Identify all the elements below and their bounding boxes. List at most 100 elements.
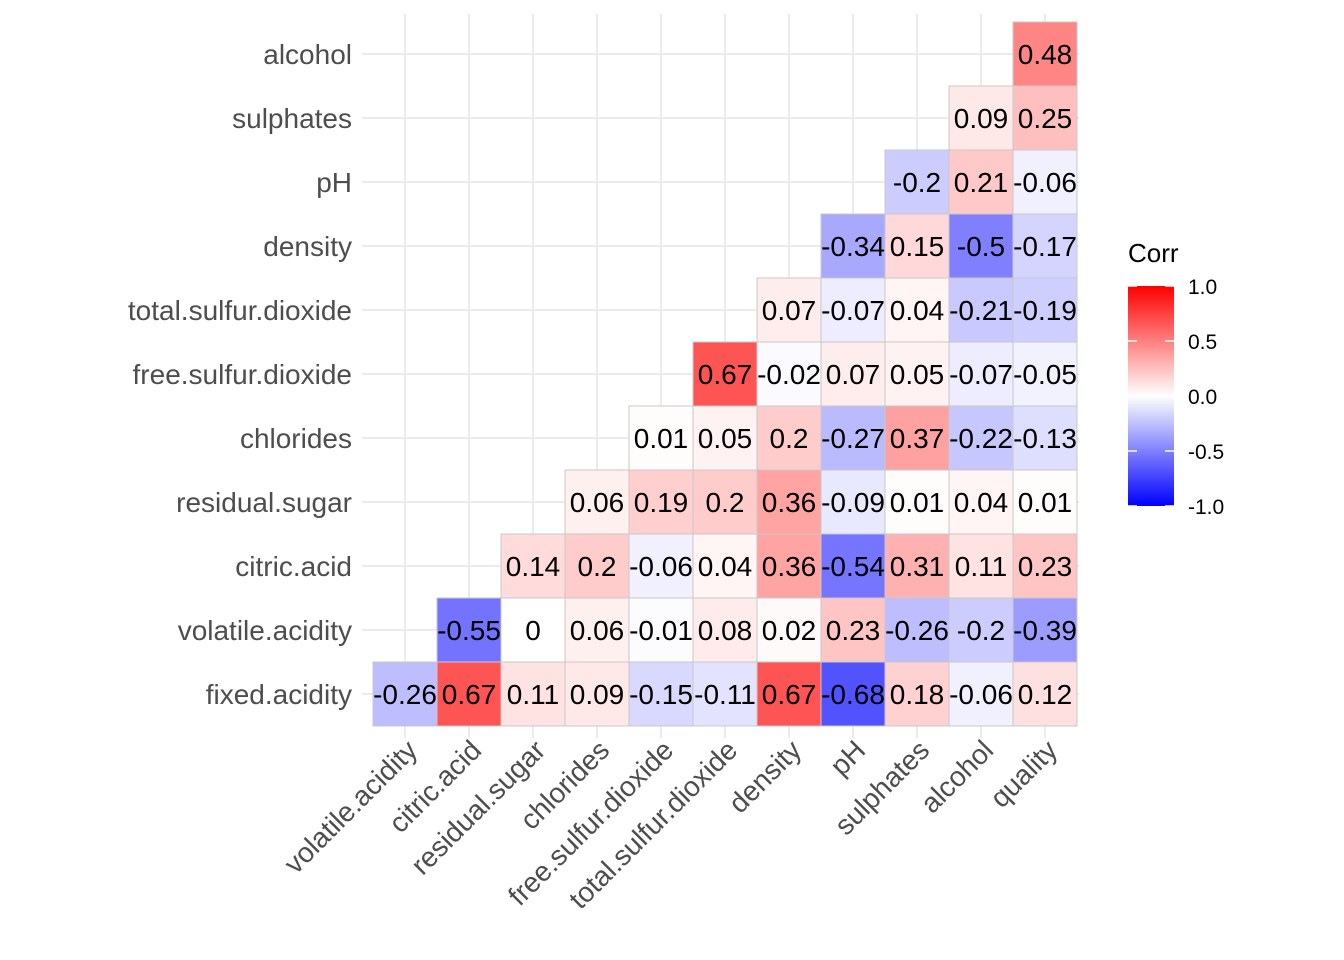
cell-residual.sugar-free.sulfur.dioxide bbox=[628, 469, 694, 535]
y-tick-label-chlorides: chlorides bbox=[240, 423, 352, 454]
cell-label-free.sulfur.dioxide-sulphates: 0.05 bbox=[890, 359, 945, 390]
cell-free.sulfur.dioxide-alcohol bbox=[948, 341, 1014, 407]
cell-volatile.acidity-pH bbox=[820, 597, 886, 663]
y-tick-label-density: density bbox=[263, 231, 352, 262]
cell-label-volatile.acidity-alcohol: -0.2 bbox=[957, 615, 1005, 646]
y-tick-label-total.sulfur.dioxide: total.sulfur.dioxide bbox=[128, 295, 352, 326]
cell-free.sulfur.dioxide-density bbox=[756, 341, 822, 407]
legend-tick-label: 0.0 bbox=[1188, 386, 1217, 409]
cell-label-fixed.acidity-total.sulfur.dioxide: -0.11 bbox=[694, 679, 756, 710]
cell-chlorides-sulphates bbox=[884, 405, 950, 471]
cell-volatile.acidity-total.sulfur.dioxide bbox=[692, 597, 758, 663]
cell-citric.acid-total.sulfur.dioxide bbox=[692, 533, 758, 599]
cell-residual.sugar-density bbox=[756, 469, 822, 535]
cell-label-density-quality: -0.17 bbox=[1013, 231, 1077, 262]
legend-tick-label: 1.0 bbox=[1188, 276, 1217, 299]
cell-fixed.acidity-density bbox=[756, 661, 822, 727]
y-tick-label-sulphates: sulphates bbox=[232, 103, 352, 134]
cell-label-citric.acid-pH: -0.54 bbox=[821, 551, 885, 582]
cell-chlorides-total.sulfur.dioxide bbox=[692, 405, 758, 471]
cell-label-fixed.acidity-density: 0.67 bbox=[762, 679, 817, 710]
cell-pH-quality bbox=[1012, 149, 1078, 215]
cell-label-fixed.acidity-pH: -0.68 bbox=[821, 679, 885, 710]
legend-tick-label: 0.5 bbox=[1188, 331, 1217, 354]
cell-fixed.acidity-total.sulfur.dioxide bbox=[692, 661, 758, 727]
cell-label-fixed.acidity-citric.acid: 0.67 bbox=[442, 679, 497, 710]
cell-volatile.acidity-sulphates bbox=[884, 597, 950, 663]
cell-label-volatile.acidity-density: 0.02 bbox=[762, 615, 817, 646]
cell-label-residual.sugar-chlorides: 0.06 bbox=[570, 487, 625, 518]
cell-free.sulfur.dioxide-quality bbox=[1012, 341, 1078, 407]
x-tick-label-density: density bbox=[723, 734, 808, 819]
cell-label-volatile.acidity-sulphates: -0.26 bbox=[885, 615, 949, 646]
cell-total.sulfur.dioxide-quality bbox=[1012, 277, 1078, 343]
cell-pH-sulphates bbox=[884, 149, 950, 215]
cell-citric.acid-chlorides bbox=[564, 533, 630, 599]
cell-label-volatile.acidity-chlorides: 0.06 bbox=[570, 615, 625, 646]
cell-free.sulfur.dioxide-sulphates bbox=[884, 341, 950, 407]
cell-volatile.acidity-residual.sugar bbox=[500, 597, 566, 663]
cell-volatile.acidity-chlorides bbox=[564, 597, 630, 663]
heatmap-cells bbox=[372, 21, 1078, 727]
cell-label-sulphates-alcohol: 0.09 bbox=[954, 103, 1009, 134]
cell-label-volatile.acidity-citric.acid: -0.55 bbox=[437, 615, 501, 646]
cell-residual.sugar-pH bbox=[820, 469, 886, 535]
cell-volatile.acidity-alcohol bbox=[948, 597, 1014, 663]
y-axis-tick-labels: fixed.acidity volatile.acidity citric.acid… bbox=[128, 39, 352, 710]
cell-residual.sugar-chlorides bbox=[564, 469, 630, 535]
cell-label-citric.acid-chlorides: 0.2 bbox=[578, 551, 617, 582]
cell-citric.acid-sulphates bbox=[884, 533, 950, 599]
legend-ticks: 1.0 0.5 0.0 -0.5 -1.0 bbox=[1128, 276, 1224, 519]
y-tick-label-pH: pH bbox=[316, 167, 352, 198]
cell-label-alcohol-quality: 0.48 bbox=[1018, 39, 1073, 70]
cell-sulphates-quality bbox=[1012, 85, 1078, 151]
cell-label-density-sulphates: 0.15 bbox=[890, 231, 945, 262]
cell-chlorides-quality bbox=[1012, 405, 1078, 471]
cell-label-residual.sugar-quality: 0.01 bbox=[1018, 487, 1073, 518]
cell-density-alcohol bbox=[948, 213, 1014, 279]
cell-label-fixed.acidity-chlorides: 0.09 bbox=[570, 679, 625, 710]
y-tick-label-volatile.acidity: volatile.acidity bbox=[178, 615, 352, 646]
cell-label-chlorides-quality: -0.13 bbox=[1013, 423, 1077, 454]
cell-label-citric.acid-free.sulfur.dioxide: -0.06 bbox=[629, 551, 693, 582]
cell-label-total.sulfur.dioxide-density: 0.07 bbox=[762, 295, 817, 326]
y-tick-label-fixed.acidity: fixed.acidity bbox=[206, 679, 352, 710]
cell-label-total.sulfur.dioxide-alcohol: -0.21 bbox=[949, 295, 1013, 326]
cell-label-residual.sugar-alcohol: 0.04 bbox=[954, 487, 1009, 518]
cell-label-chlorides-density: 0.2 bbox=[770, 423, 809, 454]
y-tick-label-residual.sugar: residual.sugar bbox=[176, 487, 352, 518]
cell-label-free.sulfur.dioxide-pH: 0.07 bbox=[826, 359, 881, 390]
cell-label-free.sulfur.dioxide-total.sulfur.dioxide: 0.67 bbox=[698, 359, 753, 390]
cell-value-labels: -0.26 0.67 0.11 0.09 -0.15 -0.11 0.67 -0.68 0.18… bbox=[373, 39, 1077, 710]
cell-label-chlorides-sulphates: 0.37 bbox=[890, 423, 945, 454]
cell-label-volatile.acidity-residual.sugar: 0 bbox=[525, 615, 541, 646]
cell-residual.sugar-alcohol bbox=[948, 469, 1014, 535]
cell-label-volatile.acidity-pH: 0.23 bbox=[826, 615, 881, 646]
cell-volatile.acidity-quality bbox=[1012, 597, 1078, 663]
cell-label-residual.sugar-total.sulfur.dioxide: 0.2 bbox=[706, 487, 745, 518]
cell-chlorides-alcohol bbox=[948, 405, 1014, 471]
cell-label-fixed.acidity-sulphates: 0.18 bbox=[890, 679, 945, 710]
cell-label-total.sulfur.dioxide-quality: -0.19 bbox=[1013, 295, 1077, 326]
cell-chlorides-density bbox=[756, 405, 822, 471]
cell-label-fixed.acidity-free.sulfur.dioxide: -0.15 bbox=[629, 679, 693, 710]
cell-citric.acid-free.sulfur.dioxide bbox=[628, 533, 694, 599]
cell-label-free.sulfur.dioxide-density: -0.02 bbox=[757, 359, 821, 390]
x-axis-tick-labels: volatile.aciditycitric.acidresidual.suga… bbox=[278, 734, 1063, 914]
cell-label-total.sulfur.dioxide-pH: -0.07 bbox=[821, 295, 885, 326]
cell-label-fixed.acidity-volatile.acidity: -0.26 bbox=[373, 679, 437, 710]
cell-free.sulfur.dioxide-pH bbox=[820, 341, 886, 407]
cell-label-citric.acid-total.sulfur.dioxide: 0.04 bbox=[698, 551, 753, 582]
cell-total.sulfur.dioxide-density bbox=[756, 277, 822, 343]
cell-citric.acid-quality bbox=[1012, 533, 1078, 599]
cell-citric.acid-residual.sugar bbox=[500, 533, 566, 599]
cell-fixed.acidity-citric.acid bbox=[436, 661, 502, 727]
cell-label-sulphates-quality: 0.25 bbox=[1018, 103, 1073, 134]
cell-label-volatile.acidity-quality: -0.39 bbox=[1013, 615, 1077, 646]
cell-label-citric.acid-alcohol: 0.11 bbox=[955, 551, 1007, 582]
cell-label-citric.acid-quality: 0.23 bbox=[1018, 551, 1073, 582]
cell-alcohol-quality bbox=[1012, 21, 1078, 87]
cell-label-free.sulfur.dioxide-quality: -0.05 bbox=[1013, 359, 1077, 390]
cell-volatile.acidity-free.sulfur.dioxide bbox=[628, 597, 694, 663]
